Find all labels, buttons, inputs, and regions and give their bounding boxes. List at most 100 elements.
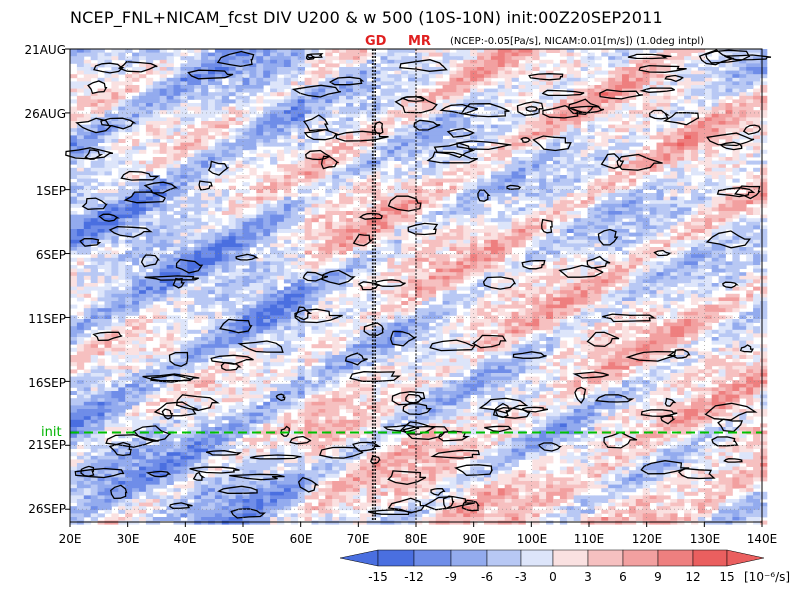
heatmap-cell (566, 121, 575, 125)
heatmap-cell (173, 52, 181, 57)
heatmap-cell (415, 74, 423, 79)
heatmap-cell (208, 214, 216, 219)
heatmap-cell (332, 232, 340, 237)
heatmap-cell (90, 139, 98, 143)
heatmap-cell (304, 200, 312, 205)
heatmap-cell (697, 77, 706, 82)
heatmap-cell (242, 85, 250, 89)
heatmap-cell (656, 203, 664, 208)
heatmap-cell (318, 257, 326, 262)
heatmap-cell (325, 225, 333, 230)
heatmap-cell (573, 229, 581, 233)
heatmap-cell (435, 203, 443, 208)
heatmap-cell (387, 110, 395, 115)
heatmap-cell (456, 99, 464, 104)
heatmap-cell (83, 203, 92, 208)
heatmap-cell (622, 88, 630, 93)
heatmap-cell (297, 67, 305, 71)
heatmap-cell (187, 182, 195, 187)
heatmap-cell (318, 243, 326, 248)
heatmap-cell (339, 182, 347, 187)
heatmap-cell (649, 211, 657, 215)
heatmap-cell (118, 193, 126, 197)
heatmap-cell (697, 157, 706, 161)
heatmap-cell (394, 135, 402, 140)
heatmap-cell (118, 81, 126, 86)
heatmap-cell (408, 124, 416, 129)
heatmap-cell (532, 128, 540, 133)
heatmap-cell (76, 106, 85, 111)
heatmap-cell (456, 203, 464, 208)
heatmap-cell (132, 214, 140, 219)
heatmap-cell (366, 124, 374, 129)
heatmap-cell (235, 247, 243, 251)
heatmap-cell (525, 211, 533, 215)
heatmap-cell (159, 243, 167, 248)
heatmap-cell (449, 239, 457, 244)
heatmap-cell (415, 239, 423, 244)
heatmap-cell (194, 189, 202, 194)
heatmap-cell (332, 167, 340, 172)
heatmap-cell (559, 257, 568, 262)
heatmap-cell (691, 193, 699, 197)
heatmap-cell (228, 185, 236, 190)
heatmap-cell (90, 92, 98, 97)
heatmap-cell (359, 211, 368, 215)
heatmap-cell (228, 218, 236, 223)
heatmap-cell (587, 175, 595, 179)
heatmap-cell (697, 254, 706, 259)
heatmap-cell (173, 95, 181, 100)
heatmap-cell (235, 175, 243, 179)
heatmap-cell (263, 67, 271, 71)
heatmap-cell (449, 88, 457, 93)
heatmap-cell (746, 103, 754, 107)
heatmap-cell (470, 164, 478, 169)
heatmap-cell (325, 171, 333, 176)
heatmap-cell (428, 135, 437, 140)
heatmap-cell (70, 139, 78, 143)
heatmap-cell (670, 182, 678, 187)
heatmap-cell (559, 178, 568, 183)
heatmap-cell (104, 110, 112, 115)
heatmap-cell (587, 52, 595, 57)
heatmap-cell (684, 142, 692, 147)
heatmap-cell (704, 221, 713, 226)
heatmap-cell (249, 229, 257, 233)
heatmap-cell (332, 250, 340, 255)
heatmap-cell (553, 164, 561, 169)
heatmap-cell (725, 243, 733, 248)
heatmap-cell (566, 164, 575, 169)
heatmap-cell (83, 139, 92, 143)
heatmap-cell (580, 117, 588, 122)
heatmap-cell (559, 247, 568, 251)
heatmap-cell (684, 254, 692, 259)
heatmap-cell (559, 214, 568, 219)
heatmap-cell (428, 99, 437, 104)
heatmap-cell (401, 214, 409, 219)
heatmap-cell (504, 250, 512, 255)
heatmap-cell (311, 207, 319, 212)
heatmap-cell (270, 52, 278, 57)
heatmap-cell (311, 77, 319, 82)
heatmap-cell (725, 139, 733, 143)
heatmap-cell (553, 99, 561, 104)
heatmap-cell (601, 142, 609, 147)
heatmap-cell (649, 229, 657, 233)
heatmap-cell (228, 117, 236, 122)
heatmap-cell (442, 124, 450, 129)
heatmap-cell (553, 153, 561, 158)
heatmap-cell (97, 92, 105, 97)
heatmap-cell (663, 207, 671, 212)
heatmap-cell (573, 131, 581, 136)
heatmap-cell (566, 139, 575, 143)
heatmap-cell (435, 185, 443, 190)
heatmap-cell (235, 139, 243, 143)
heatmap-cell (90, 221, 98, 226)
heatmap-cell (283, 164, 292, 169)
heatmap-cell (497, 85, 506, 89)
heatmap-cell (145, 171, 154, 176)
heatmap-cell (677, 92, 685, 97)
heatmap-cell (587, 142, 595, 147)
heatmap-cell (635, 247, 644, 251)
heatmap-cell (332, 99, 340, 104)
